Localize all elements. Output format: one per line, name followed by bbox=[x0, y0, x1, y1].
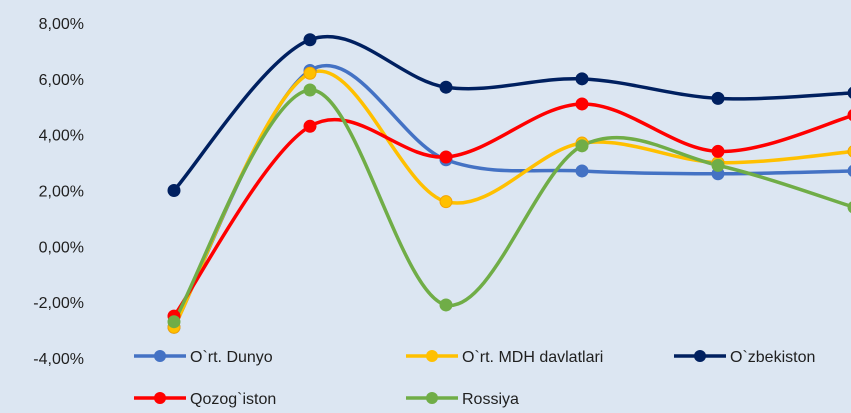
legend-label: O`rt. Dunyo bbox=[190, 349, 273, 366]
series-4-point-0 bbox=[168, 316, 180, 328]
y-tick-label: 2,00% bbox=[39, 184, 84, 201]
legend-label: Qozog`iston bbox=[190, 391, 276, 408]
legend-marker bbox=[694, 350, 706, 362]
series-line-0 bbox=[174, 66, 851, 328]
series-1-point-2 bbox=[440, 196, 452, 208]
series-2-point-1 bbox=[304, 34, 316, 46]
series-2-point-3 bbox=[576, 73, 588, 85]
legend-marker bbox=[426, 350, 438, 362]
legend-label: O`zbekiston bbox=[730, 349, 815, 366]
series-3-point-1 bbox=[304, 120, 316, 132]
series-line-4 bbox=[174, 90, 851, 322]
y-axis: -4,00% -2,00% 0,00% 2,00% 4,00% 6,00% 8,00% bbox=[33, 16, 84, 368]
legend-marker bbox=[154, 392, 166, 404]
legend-label: Rossiya bbox=[462, 391, 519, 408]
y-tick-label: 8,00% bbox=[39, 16, 84, 33]
series-4-point-1 bbox=[304, 84, 316, 96]
series-2-point-0 bbox=[168, 185, 180, 197]
y-tick-label: -4,00% bbox=[33, 351, 84, 368]
legend-marker bbox=[154, 350, 166, 362]
legend-item: O`rt. Dunyo bbox=[134, 349, 273, 366]
series-4-point-4 bbox=[712, 159, 724, 171]
y-tick-label: 0,00% bbox=[39, 239, 84, 256]
series-3-point-4 bbox=[712, 145, 724, 157]
series-line-3 bbox=[174, 104, 851, 316]
series-2-point-2 bbox=[440, 81, 452, 93]
series-4-point-2 bbox=[440, 299, 452, 311]
series-3-point-2 bbox=[440, 151, 452, 163]
series-1-point-1 bbox=[304, 67, 316, 79]
legend-marker bbox=[426, 392, 438, 404]
legend-item: Qozog`iston bbox=[134, 391, 276, 408]
series-line-1 bbox=[174, 71, 851, 327]
y-tick-label: -2,00% bbox=[33, 295, 84, 312]
y-tick-label: 4,00% bbox=[39, 128, 84, 145]
legend-label: O`rt. MDH davlatlari bbox=[462, 349, 603, 366]
series-2-point-4 bbox=[712, 92, 724, 104]
legend-item: O`zbekiston bbox=[674, 349, 815, 366]
legend-item: O`rt. MDH davlatlari bbox=[406, 349, 603, 366]
series-4-point-3 bbox=[576, 140, 588, 152]
legend: O`rt. Dunyo O`rt. MDH davlatlari O`zbekist… bbox=[134, 349, 815, 408]
y-tick-label: 6,00% bbox=[39, 72, 84, 89]
series-lines bbox=[174, 37, 851, 328]
legend-item: Rossiya bbox=[406, 391, 519, 408]
series-0-point-3 bbox=[576, 165, 588, 177]
series-3-point-3 bbox=[576, 98, 588, 110]
